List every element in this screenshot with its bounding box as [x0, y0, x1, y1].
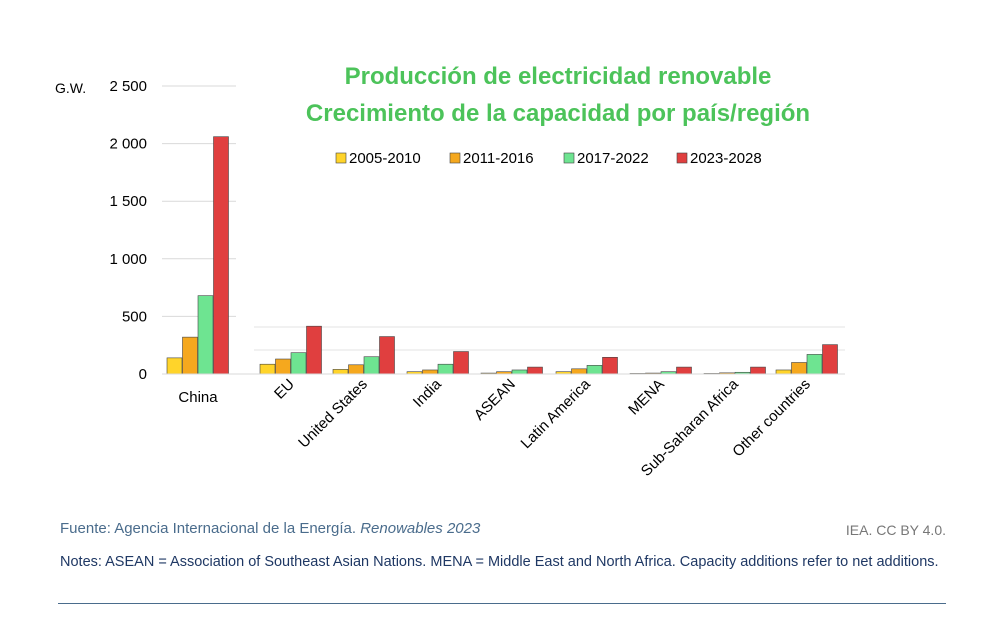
legend-swatch — [676, 152, 688, 164]
bar-group-eu — [259, 325, 322, 375]
legend-item-2023-2028: 2023-2028 — [676, 150, 762, 167]
y-tick-label: 2 500 — [109, 78, 147, 95]
bar-mena-2023-2028 — [676, 366, 692, 375]
legend-swatch — [449, 152, 461, 164]
bar-other-countries-2011-2016 — [791, 362, 807, 375]
category-label-latin-america: Latin America — [518, 375, 595, 452]
bar-other-countries-2023-2028 — [822, 344, 838, 375]
bar-china-2011-2016 — [182, 336, 198, 375]
license-note: IEA. CC BY 4.0. — [845, 522, 946, 538]
bar-united-states-2023-2028 — [379, 336, 395, 375]
y-axis-label: G.W. — [55, 80, 86, 96]
chart-title-line-2: Crecimiento de la capacidad por país/reg… — [306, 100, 810, 127]
y-tick-label: 1 500 — [109, 193, 147, 210]
legend-label: 2017-2022 — [577, 150, 649, 167]
bar-other-countries-2005-2010 — [775, 369, 792, 375]
y-tick-label: 2 000 — [109, 136, 147, 153]
bar-china-2017-2022 — [197, 295, 214, 375]
legend-label: 2005-2010 — [349, 150, 421, 167]
y-axis: G.W. 0 500 1 000 1 500 2 000 2 500 — [55, 78, 147, 383]
bar-latin-america-2017-2022 — [586, 365, 603, 375]
source-prefix: Fuente: Agencia Internacional de la Ener… — [60, 520, 357, 537]
bar-other-countries-2017-2022 — [806, 354, 823, 375]
bar-united-states-2011-2016 — [348, 364, 364, 375]
bar-asean-2017-2022 — [511, 369, 528, 375]
bar-group-united-states — [332, 336, 395, 375]
legend-label: 2023-2028 — [690, 150, 762, 167]
bar-china-2005-2010 — [166, 357, 183, 375]
bar-latin-america-2011-2016 — [571, 368, 587, 375]
category-label-united-states: United States — [295, 376, 371, 452]
bar-united-states-2005-2010 — [332, 369, 349, 375]
legend-label: 2011-2016 — [463, 150, 534, 167]
category-label-eu: EU — [271, 376, 298, 403]
bar-group-latin-america — [555, 356, 618, 375]
legend: 2005-2010 2011-2016 2017-2022 2023-2028 — [335, 150, 762, 167]
bar-united-states-2017-2022 — [363, 356, 380, 375]
category-label-china: China — [178, 389, 218, 406]
bar-eu-2011-2016 — [275, 358, 291, 375]
category-label-india: India — [410, 375, 445, 410]
chart-title: Producción de electricidad renovable Cre… — [306, 63, 810, 127]
legend-item-2017-2022: 2017-2022 — [563, 150, 649, 167]
bar-india-2011-2016 — [422, 369, 438, 375]
bar-eu-2017-2022 — [290, 352, 307, 375]
source-title: Renowables 2023 — [360, 520, 481, 537]
bar-eu-2023-2028 — [306, 325, 322, 375]
notes: Notes: ASEAN = Association of Southeast … — [60, 554, 939, 570]
source-note: Fuente: Agencia Internacional de la Ener… — [60, 520, 480, 537]
bar-sub-saharan-africa-2023-2028 — [750, 366, 766, 375]
chart-title-line-1: Producción de electricidad renovable — [345, 63, 772, 90]
bars — [166, 136, 838, 375]
y-tick-label: 1 000 — [109, 251, 147, 268]
legend-swatch — [563, 152, 575, 164]
category-label-asean: ASEAN — [471, 376, 519, 424]
bar-group-sub-saharan-africa — [703, 366, 766, 375]
legend-item-2005-2010: 2005-2010 — [335, 150, 421, 167]
bar-india-2017-2022 — [437, 363, 454, 375]
bar-eu-2005-2010 — [259, 363, 276, 375]
y-tick-label: 500 — [122, 308, 147, 325]
legend-swatch — [335, 152, 347, 164]
category-label-mena: MENA — [625, 376, 668, 419]
bar-latin-america-2023-2028 — [602, 356, 618, 375]
bar-china-2023-2028 — [213, 136, 229, 375]
bar-group-china — [166, 136, 229, 375]
legend-item-2011-2016: 2011-2016 — [449, 150, 534, 167]
y-tick-label: 0 — [139, 366, 147, 383]
bar-india-2023-2028 — [453, 351, 469, 375]
bar-asean-2023-2028 — [527, 366, 543, 375]
bar-group-asean — [480, 366, 543, 375]
bar-group-other-countries — [775, 344, 838, 375]
bar-group-mena — [629, 366, 692, 375]
category-label-other-countries: Other countries — [729, 376, 814, 461]
bottom-divider — [58, 603, 946, 604]
bar-group-india — [406, 351, 469, 375]
